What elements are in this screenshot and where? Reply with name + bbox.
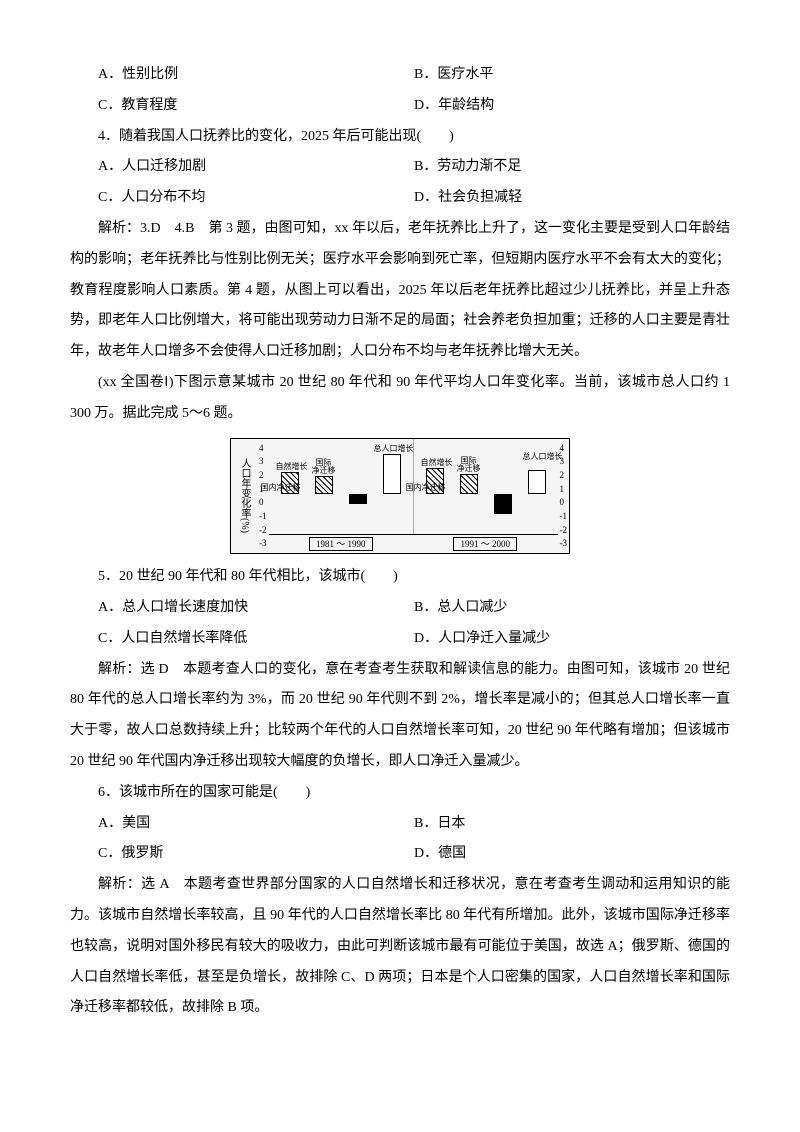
q6-options-row1: A．美国 B．日本 <box>70 809 730 840</box>
ytick: 0 <box>560 497 568 508</box>
ytick: -3 <box>259 538 267 549</box>
q4-options-row2: C．人口分布不均 D．社会负担减轻 <box>70 183 730 214</box>
q6-option-a: A．美国 <box>98 809 414 840</box>
q4-stem: 4．随着我国人口抚养比的变化，2025 年后可能出现( ) <box>70 122 730 153</box>
panel-1981-1990: 自然增长 国际 净迁移 总人口增长 <box>269 439 413 534</box>
q3-option-c: C．教育程度 <box>98 91 414 122</box>
panel-1991-2000: 自然增长 国际 净迁移 总人口增长 <box>413 439 558 534</box>
q3-options-row2: C．教育程度 D．年龄结构 <box>70 91 730 122</box>
q5-option-a: A．总人口增长速度加快 <box>98 593 414 624</box>
q6-option-d: D．德国 <box>414 839 730 870</box>
q6-option-b: B．日本 <box>414 809 730 840</box>
ytick: -1 <box>259 511 267 522</box>
q5-stem: 5．20 世纪 90 年代和 80 年代相比，该城市( ) <box>70 562 730 593</box>
y-axis-label-left: 人口年变化率(%) <box>231 458 257 533</box>
ytick: 0 <box>259 497 267 508</box>
intro-56: (xx 全国卷Ⅰ)下图示意某城市 20 世纪 80 年代和 90 年代平均人口年… <box>70 368 730 430</box>
ytick: -2 <box>560 525 568 536</box>
q4-options-row1: A．人口迁移加剧 B．劳动力渐不足 <box>70 152 730 183</box>
population-chart: 人口年变化率(%) 4 3 2 1 0 -1 -2 -3 自然增长 <box>70 438 730 555</box>
q3-option-a: A．性别比例 <box>98 60 414 91</box>
period-label: 1991 ～ 2000 <box>453 537 517 552</box>
ytick: -2 <box>259 525 267 536</box>
q6-options-row2: C．俄罗斯 D．德国 <box>70 839 730 870</box>
q5-options-row2: C．人口自然增长率降低 D．人口净迁入量减少 <box>70 624 730 655</box>
q5-option-d: D．人口净迁入量减少 <box>414 624 730 655</box>
q4-option-b: B．劳动力渐不足 <box>414 152 730 183</box>
q3-option-d: D．年龄结构 <box>414 91 730 122</box>
explanation-34: 解析：3.D 4.B 第 3 题，由图可知，xx 年以后，老年抚养比上升了，这一… <box>70 214 730 368</box>
explanation-6: 解析：选 A 本题考查世界部分国家的人口自然增长和迁移状况，意在考查考生调动和运… <box>70 870 730 1024</box>
q3-options-row1: A．性别比例 B．医疗水平 <box>70 60 730 91</box>
q5-option-c: C．人口自然增长率降低 <box>98 624 414 655</box>
bar-total: 总人口增长 <box>528 470 546 494</box>
q4-option-a: A．人口迁移加剧 <box>98 152 414 183</box>
q5-options-row1: A．总人口增长速度加快 B．总人口减少 <box>70 593 730 624</box>
q3-option-b: B．医疗水平 <box>414 60 730 91</box>
ytick: 2 <box>560 470 568 481</box>
q5-option-b: B．总人口减少 <box>414 593 730 624</box>
bar-dom-neg: 国内净迁移 <box>349 494 367 504</box>
bar-intl: 国际 净迁移 <box>315 476 333 494</box>
ytick: -1 <box>560 511 568 522</box>
ytick: -3 <box>560 538 568 549</box>
explanation-5: 解析：选 D 本题考查人口的变化，意在考查考生获取和解读信息的能力。由图可知，该… <box>70 655 730 778</box>
q6-stem: 6．该城市所在的国家可能是( ) <box>70 778 730 809</box>
q4-option-d: D．社会负担减轻 <box>414 183 730 214</box>
bar-total: 总人口增长 <box>383 454 401 494</box>
bar-intl: 国际 净迁移 <box>460 474 478 494</box>
period-label: 1981 ～ 1990 <box>309 537 373 552</box>
q4-option-c: C．人口分布不均 <box>98 183 414 214</box>
y-ticks-left: 4 3 2 1 0 -1 -2 -3 <box>257 439 269 554</box>
ytick: 3 <box>259 456 267 467</box>
bar-dom-neg: 国内净迁移 <box>494 494 512 514</box>
ytick: 2 <box>259 470 267 481</box>
x-axis-labels: 1981 ～ 1990 1991 ～ 2000 <box>269 535 558 554</box>
ytick: 1 <box>560 484 568 495</box>
q6-option-c: C．俄罗斯 <box>98 839 414 870</box>
ytick: 4 <box>259 443 267 454</box>
plot-area: 自然增长 国际 净迁移 总人口增长 <box>269 439 558 535</box>
